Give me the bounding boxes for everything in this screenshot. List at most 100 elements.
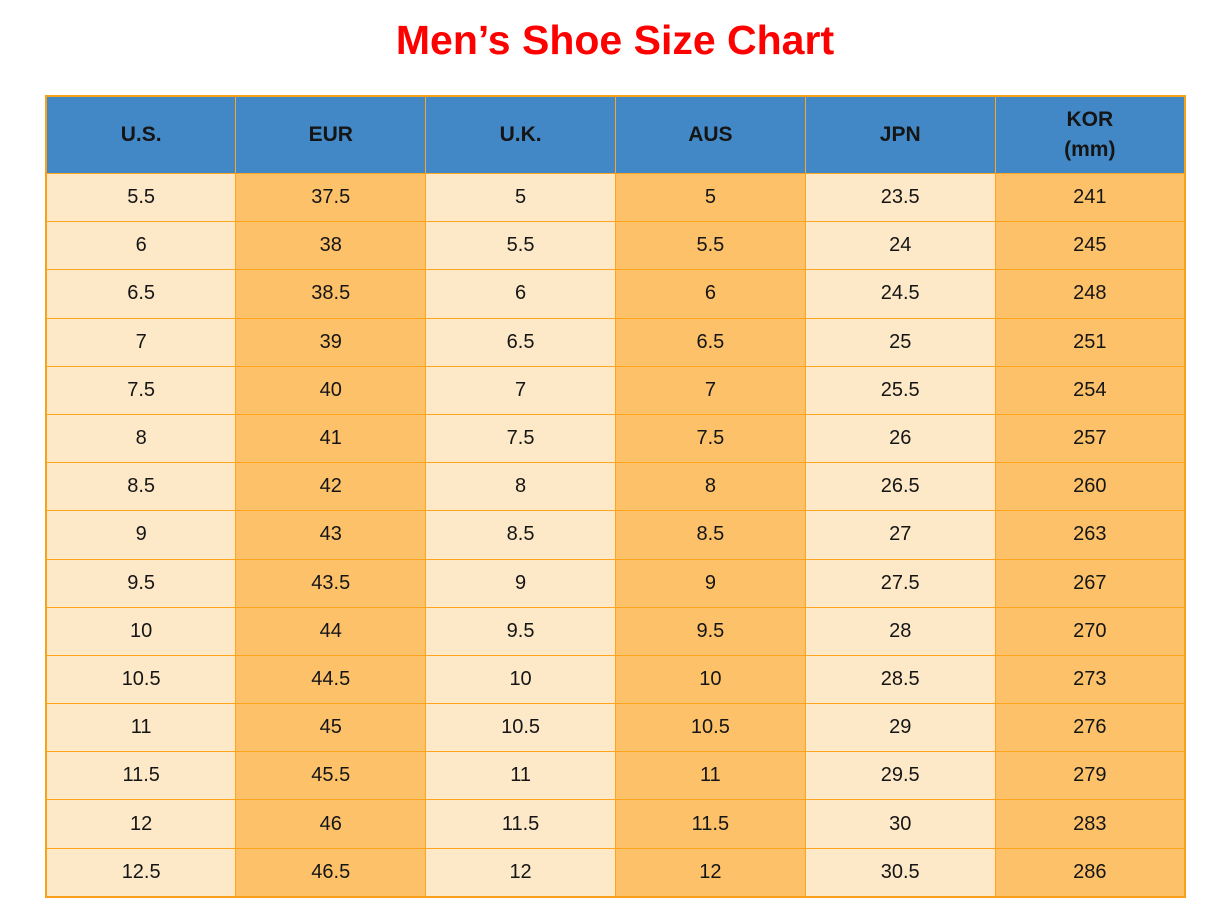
- table-cell: 245: [994, 221, 1186, 271]
- table-row: 9 43 8.5 8.5 27 263: [45, 510, 1186, 560]
- table-cell: 43: [235, 510, 427, 560]
- table-cell: 27.5: [804, 558, 996, 608]
- table-cell: 279: [994, 751, 1186, 801]
- shoe-size-table: U.S. EUR U.K. AUS JPN KOR (mm) 5.5 37.5 …: [45, 95, 1186, 898]
- table-cell: 26: [804, 413, 996, 464]
- column-header-aus: AUS: [614, 95, 806, 174]
- table-cell: 10.5: [614, 703, 806, 753]
- table-cell: 283: [994, 799, 1186, 849]
- table-cell: 44: [235, 606, 427, 656]
- table-cell: 5: [614, 172, 806, 223]
- table-cell: 7.5: [614, 413, 806, 464]
- table-row: 12 46 11.5 11.5 30 283: [45, 799, 1186, 849]
- table-cell: 6: [45, 221, 237, 271]
- table-cell: 12: [45, 799, 237, 849]
- table-cell: 8: [45, 413, 237, 464]
- table-cell: 11: [614, 751, 806, 801]
- table-cell: 23.5: [804, 172, 996, 223]
- table-cell: 257: [994, 413, 1186, 464]
- table-cell: 38: [235, 221, 427, 271]
- table-row: 6.5 38.5 6 6 24.5 248: [45, 269, 1186, 319]
- table-cell: 286: [994, 847, 1186, 898]
- table-cell: 27: [804, 510, 996, 560]
- table-cell: 8.5: [425, 510, 616, 560]
- table-cell: 46: [235, 799, 427, 849]
- table-cell: 9.5: [425, 606, 616, 656]
- page-title: Men’s Shoe Size Chart: [395, 17, 835, 63]
- table-row: 11.5 45.5 11 11 29.5 279: [45, 751, 1186, 801]
- table-cell: 5.5: [45, 172, 237, 223]
- table-row: 8.5 42 8 8 26.5 260: [45, 462, 1186, 512]
- table-cell: 30: [804, 799, 996, 849]
- table-cell: 7: [614, 365, 806, 415]
- column-header-jpn: JPN: [804, 95, 996, 174]
- table-cell: 46.5: [235, 847, 427, 898]
- table-row: 6 38 5.5 5.5 24 245: [45, 221, 1186, 271]
- table-cell: 40: [235, 365, 427, 415]
- table-cell: 24.5: [804, 269, 996, 319]
- table-cell: 11.5: [45, 751, 237, 801]
- table-cell: 273: [994, 654, 1186, 705]
- table-cell: 38.5: [235, 269, 427, 319]
- table-row: 9.5 43.5 9 9 27.5 267: [45, 558, 1186, 608]
- table-cell: 45.5: [235, 751, 427, 801]
- table-cell: 254: [994, 365, 1186, 415]
- table-row: 10.5 44.5 10 10 28.5 273: [45, 654, 1186, 705]
- table-row: 7.5 40 7 7 25.5 254: [45, 365, 1186, 415]
- table-cell: 8.5: [45, 462, 237, 512]
- table-cell: 6.5: [614, 317, 806, 367]
- table-cell: 10.5: [45, 654, 237, 705]
- table-cell: 28.5: [804, 654, 996, 705]
- header-row: U.S. EUR U.K. AUS JPN KOR (mm): [45, 95, 1186, 174]
- column-header-kor: KOR (mm): [994, 95, 1186, 174]
- table-cell: 6.5: [425, 317, 616, 367]
- table-row: 12.5 46.5 12 12 30.5 286: [45, 847, 1186, 898]
- table-cell: 7: [425, 365, 616, 415]
- table-cell: 10: [614, 654, 806, 705]
- table-row: 10 44 9.5 9.5 28 270: [45, 606, 1186, 656]
- table-cell: 7.5: [425, 413, 616, 464]
- table-cell: 9: [425, 558, 616, 608]
- table-cell: 10.5: [425, 703, 616, 753]
- table-cell: 6: [614, 269, 806, 319]
- table-cell: 8: [425, 462, 616, 512]
- table-cell: 8.5: [614, 510, 806, 560]
- table-cell: 29.5: [804, 751, 996, 801]
- table-cell: 276: [994, 703, 1186, 753]
- table-cell: 25.5: [804, 365, 996, 415]
- table-cell: 26.5: [804, 462, 996, 512]
- table-cell: 8: [614, 462, 806, 512]
- table-body: 5.5 37.5 5 5 23.5 241 6 38 5.5 5.5 24 24…: [45, 172, 1186, 898]
- table-cell: 260: [994, 462, 1186, 512]
- table-cell: 267: [994, 558, 1186, 608]
- table-cell: 270: [994, 606, 1186, 656]
- table-cell: 25: [804, 317, 996, 367]
- table-row: 5.5 37.5 5 5 23.5 241: [45, 172, 1186, 223]
- table-cell: 9.5: [45, 558, 237, 608]
- table-cell: 28: [804, 606, 996, 656]
- table-cell: 11.5: [614, 799, 806, 849]
- table-cell: 263: [994, 510, 1186, 560]
- table-cell: 12: [425, 847, 616, 898]
- table-cell: 5.5: [614, 221, 806, 271]
- column-header-us: U.S.: [45, 95, 237, 174]
- table-cell: 7: [45, 317, 237, 367]
- table-cell: 43.5: [235, 558, 427, 608]
- table-cell: 241: [994, 172, 1186, 223]
- table-row: 11 45 10.5 10.5 29 276: [45, 703, 1186, 753]
- table-header: U.S. EUR U.K. AUS JPN KOR (mm): [45, 95, 1186, 174]
- table-cell: 5.5: [425, 221, 616, 271]
- table-cell: 11: [425, 751, 616, 801]
- column-header-uk: U.K.: [425, 95, 616, 174]
- table-cell: 6.5: [45, 269, 237, 319]
- table-cell: 9: [45, 510, 237, 560]
- table-cell: 10: [425, 654, 616, 705]
- table-cell: 41: [235, 413, 427, 464]
- table-cell: 37.5: [235, 172, 427, 223]
- table-cell: 7.5: [45, 365, 237, 415]
- table-cell: 12.5: [45, 847, 237, 898]
- table-cell: 11.5: [425, 799, 616, 849]
- table-row: 8 41 7.5 7.5 26 257: [45, 413, 1186, 464]
- table-cell: 6: [425, 269, 616, 319]
